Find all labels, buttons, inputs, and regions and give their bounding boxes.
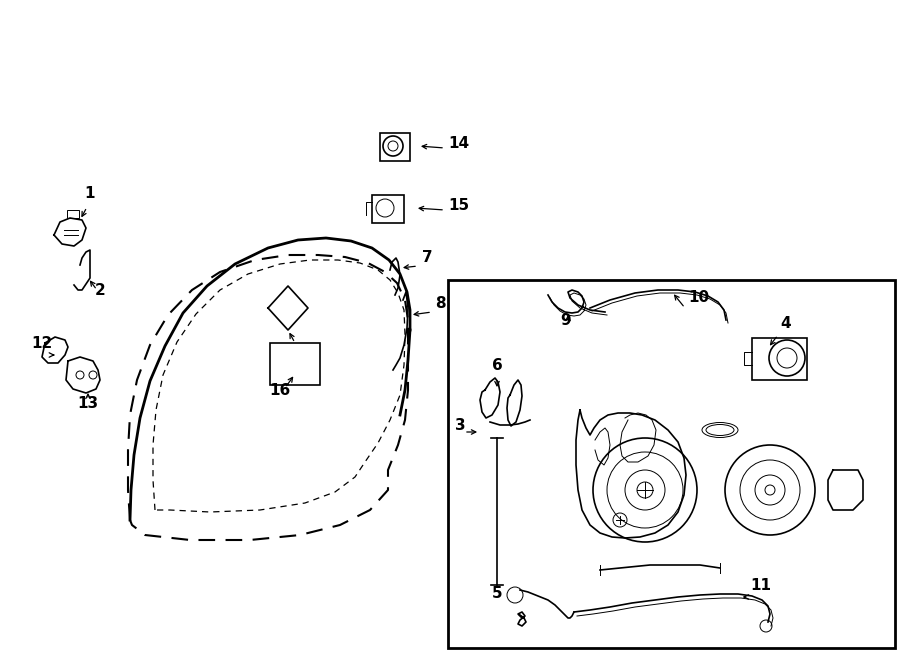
Text: 3: 3 xyxy=(455,418,465,433)
Text: 15: 15 xyxy=(448,198,469,213)
Bar xyxy=(752,338,807,380)
Bar xyxy=(448,280,895,648)
Text: 12: 12 xyxy=(32,336,52,351)
Text: 7: 7 xyxy=(422,250,433,265)
Bar xyxy=(380,133,410,161)
Text: 1: 1 xyxy=(85,186,95,201)
Text: 6: 6 xyxy=(491,358,502,373)
Bar xyxy=(270,343,320,385)
Bar xyxy=(67,210,79,218)
Text: 5: 5 xyxy=(491,586,502,601)
Text: 4: 4 xyxy=(780,316,790,331)
Bar xyxy=(372,195,404,223)
Text: 8: 8 xyxy=(435,296,446,311)
Text: 11: 11 xyxy=(750,578,771,593)
Text: 16: 16 xyxy=(269,383,291,398)
Text: 13: 13 xyxy=(77,396,99,411)
Text: 2: 2 xyxy=(94,283,105,298)
Text: 9: 9 xyxy=(560,313,571,328)
Text: 10: 10 xyxy=(688,290,709,305)
Text: 14: 14 xyxy=(448,136,469,151)
